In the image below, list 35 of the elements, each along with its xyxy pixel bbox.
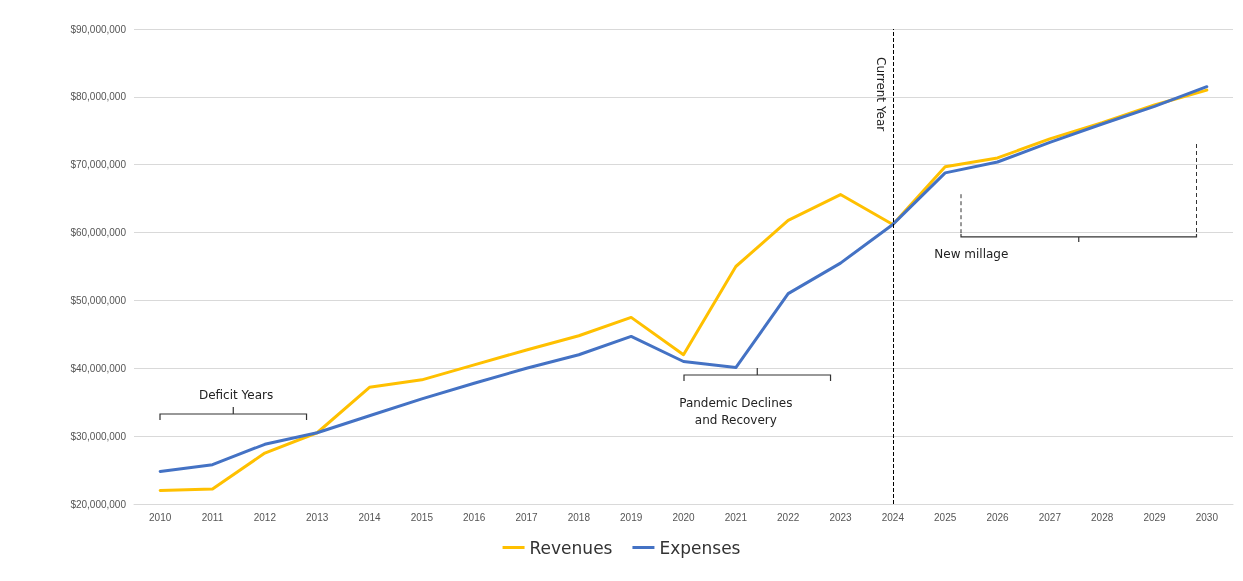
x-tick-label: 2012 — [253, 511, 277, 523]
x-tick-label: 2016 — [463, 511, 486, 523]
x-tick-label: 2024 — [881, 511, 905, 523]
x-tick-label: 2014 — [358, 511, 382, 523]
x-tick-label: 2028 — [1091, 511, 1114, 523]
x-tick-label: 2020 — [672, 511, 696, 523]
annotation: Deficit Years — [198, 386, 274, 404]
x-tick-label: 2015 — [410, 511, 434, 523]
x-tick-label: 2018 — [567, 511, 591, 523]
x-tick-label: 2030 — [1195, 511, 1219, 523]
x-tick-label: 2029 — [1143, 511, 1167, 523]
legend-label: Expenses — [659, 537, 741, 558]
x-tick-label: 2023 — [829, 511, 853, 523]
x-tick-label: 2017 — [515, 511, 539, 523]
x-tick-label: 2010 — [149, 511, 172, 523]
x-tick-label: 2011 — [201, 511, 224, 523]
y-tick-label: $60,000,000 — [70, 227, 127, 239]
y-tick-label: $90,000,000 — [70, 23, 127, 35]
x-tick-label: 2013 — [306, 511, 329, 523]
legend-label: Revenues — [529, 537, 613, 558]
x-tick-label: 2021 — [724, 511, 748, 523]
annotation: New millage — [934, 246, 1009, 264]
x-tick-label: 2027 — [1038, 511, 1062, 523]
y-tick-label: $20,000,000 — [70, 498, 127, 510]
x-tick-label: 2025 — [934, 511, 957, 523]
ref-line-label: Current Year — [872, 57, 889, 132]
annotation: Pandemic Declines and Recovery — [679, 395, 793, 430]
x-tick-label: 2026 — [986, 511, 1010, 523]
y-tick-label: $30,000,000 — [70, 430, 127, 442]
y-tick-label: $70,000,000 — [70, 159, 127, 171]
x-tick-label: 2022 — [777, 511, 800, 523]
y-tick-label: $40,000,000 — [70, 362, 127, 374]
y-tick-label: $50,000,000 — [70, 294, 127, 306]
y-tick-label: $80,000,000 — [70, 91, 127, 103]
x-tick-label: 2019 — [620, 511, 643, 523]
